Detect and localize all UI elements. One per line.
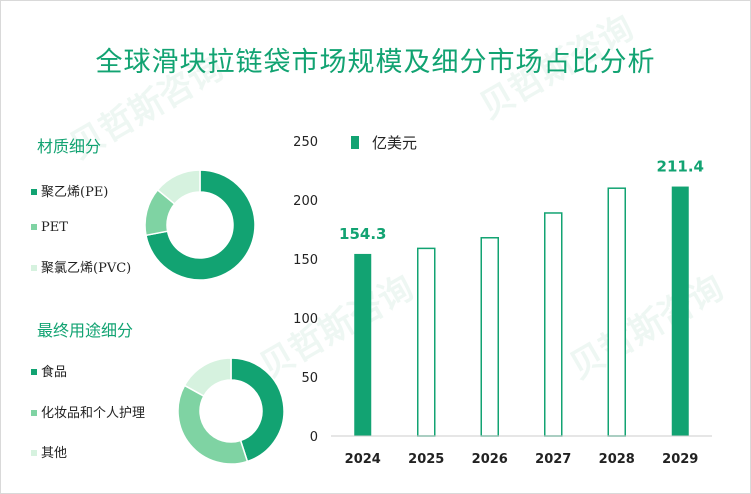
- material-heading: 材质细分: [37, 137, 102, 156]
- donut-slice: [230, 358, 284, 463]
- x-axis: 2024 2025 2026 2027 2028 2029: [331, 435, 712, 467]
- y-tick-label: 250: [293, 135, 318, 150]
- material-donut-chart: [145, 170, 255, 280]
- usage-heading: 最终用途细分: [37, 321, 134, 340]
- bar: [544, 212, 563, 437]
- y-tick-label: 50: [301, 371, 318, 386]
- donut-slice: [178, 384, 249, 464]
- legend-item: 食品: [31, 361, 67, 380]
- x-tick-label: 2029: [662, 452, 698, 467]
- x-tick-label: 2024: [345, 452, 381, 467]
- legend-item: 其他: [31, 442, 67, 461]
- legend-swatch: [31, 409, 37, 416]
- legend-swatch: [31, 264, 37, 271]
- y-tick-label: 0: [310, 430, 318, 445]
- bars: 154.3 211.4: [339, 158, 704, 437]
- legend-swatch: [31, 449, 37, 456]
- bar: [607, 187, 626, 437]
- y-tick-label: 200: [293, 194, 318, 209]
- x-tick-label: 2026: [472, 452, 508, 467]
- bar: [480, 237, 499, 437]
- legend-item: 化妆品和个人护理: [31, 402, 145, 421]
- data-label: 154.3: [339, 225, 386, 243]
- bar: [671, 186, 689, 436]
- legend-item: 聚氯乙烯(PVC): [31, 257, 131, 276]
- legend-swatch: [351, 136, 359, 149]
- donut-slice: [156, 170, 201, 206]
- x-tick-label: 2027: [535, 452, 571, 467]
- legend-label: 其他: [41, 446, 68, 461]
- y-axis: 0 50 100 150 200 250: [293, 135, 318, 445]
- bar: [354, 253, 372, 436]
- y-tick-label: 150: [293, 253, 318, 268]
- donut-slice: [183, 358, 232, 398]
- donut-slice: [145, 170, 255, 280]
- page-title: 全球滑块拉链袋市场规模及细分市场占比分析: [95, 47, 656, 78]
- legend-label: 食品: [41, 365, 68, 380]
- legend-swatch: [31, 368, 37, 375]
- data-label: 211.4: [657, 158, 704, 176]
- bar: [417, 247, 436, 437]
- y-tick-label: 100: [293, 312, 318, 327]
- legend-label: 聚乙烯(PE): [41, 185, 109, 200]
- x-tick-label: 2028: [599, 452, 635, 467]
- x-tick-label: 2025: [408, 452, 444, 467]
- legend-swatch: [31, 188, 37, 195]
- legend-label: 亿美元: [372, 134, 417, 152]
- usage-donut-chart: [178, 358, 284, 464]
- legend-swatch: [31, 223, 37, 230]
- legend-label: PET: [41, 220, 68, 235]
- legend-label: 化妆品和个人护理: [41, 406, 146, 421]
- chart-legend: 亿美元: [351, 134, 417, 152]
- legend-label: 聚氯乙烯(PVC): [41, 261, 132, 276]
- legend-item: PET: [31, 220, 68, 235]
- legend-item: 聚乙烯(PE): [31, 181, 108, 200]
